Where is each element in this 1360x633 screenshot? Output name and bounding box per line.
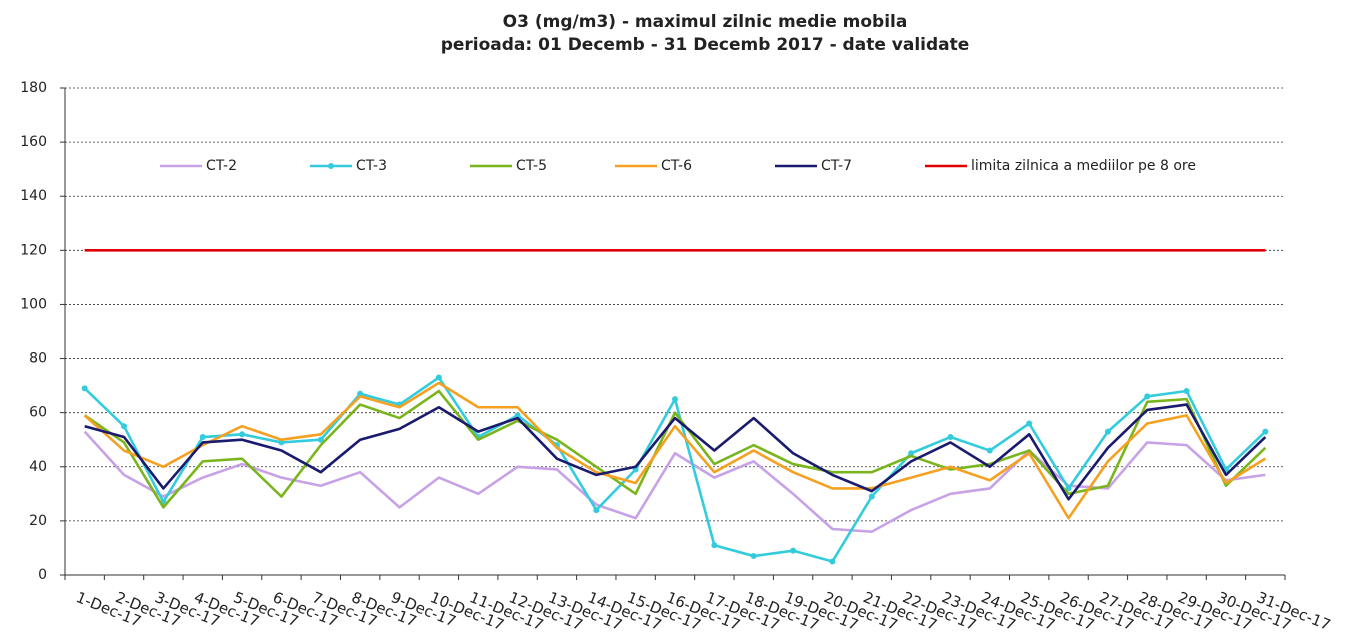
point (239, 431, 246, 438)
point (199, 434, 206, 441)
y-tick-label: 160 (20, 134, 47, 150)
y-tick-label: 120 (20, 242, 47, 258)
y-tick-label: 140 (20, 188, 47, 204)
y-tick-label: 180 (20, 80, 47, 96)
point (711, 542, 718, 549)
point (81, 385, 88, 392)
point (357, 390, 364, 397)
point (514, 412, 521, 419)
legend-label: CT-5 (516, 158, 547, 174)
point (947, 434, 954, 441)
point (317, 436, 324, 443)
point (986, 447, 993, 454)
chart-title: O3 (mg/m3) - maximul zilnic medie mobila (503, 12, 908, 32)
y-tick-label: 60 (29, 405, 47, 421)
series-line (83, 430, 1266, 534)
legend-label: CT-3 (356, 158, 387, 174)
point (121, 423, 128, 430)
y-tick-label: 100 (20, 296, 47, 312)
point (1026, 420, 1033, 427)
y-tick-label: 20 (29, 513, 47, 529)
point (829, 558, 836, 565)
series-line (83, 381, 1267, 520)
chart-subtitle: perioada: 01 Decemb - 31 Decemb 2017 - d… (441, 35, 970, 55)
point (672, 396, 678, 403)
legend-label: limita zilnica a mediilor pe 8 ore (971, 158, 1196, 174)
point (908, 450, 915, 457)
point (790, 547, 797, 554)
legend-label: CT-6 (661, 158, 692, 174)
y-tick-label: 80 (29, 351, 47, 367)
series-line (83, 389, 1267, 509)
point (1104, 428, 1111, 435)
point (435, 374, 442, 381)
legend-label: CT-7 (821, 158, 852, 174)
point (868, 493, 875, 500)
legend-marker (328, 163, 334, 169)
legend-label: CT-2 (206, 158, 237, 174)
y-tick-label: 40 (29, 459, 47, 475)
point (593, 507, 600, 514)
point (1065, 485, 1072, 492)
point (278, 439, 285, 446)
point (1144, 393, 1151, 400)
point (750, 553, 757, 560)
point (1183, 388, 1190, 395)
series-line (84, 403, 1267, 501)
y-tick-label: 0 (38, 567, 47, 583)
point (1262, 428, 1269, 435)
